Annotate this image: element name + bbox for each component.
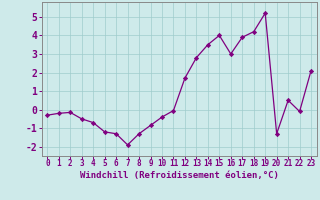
X-axis label: Windchill (Refroidissement éolien,°C): Windchill (Refroidissement éolien,°C) — [80, 171, 279, 180]
